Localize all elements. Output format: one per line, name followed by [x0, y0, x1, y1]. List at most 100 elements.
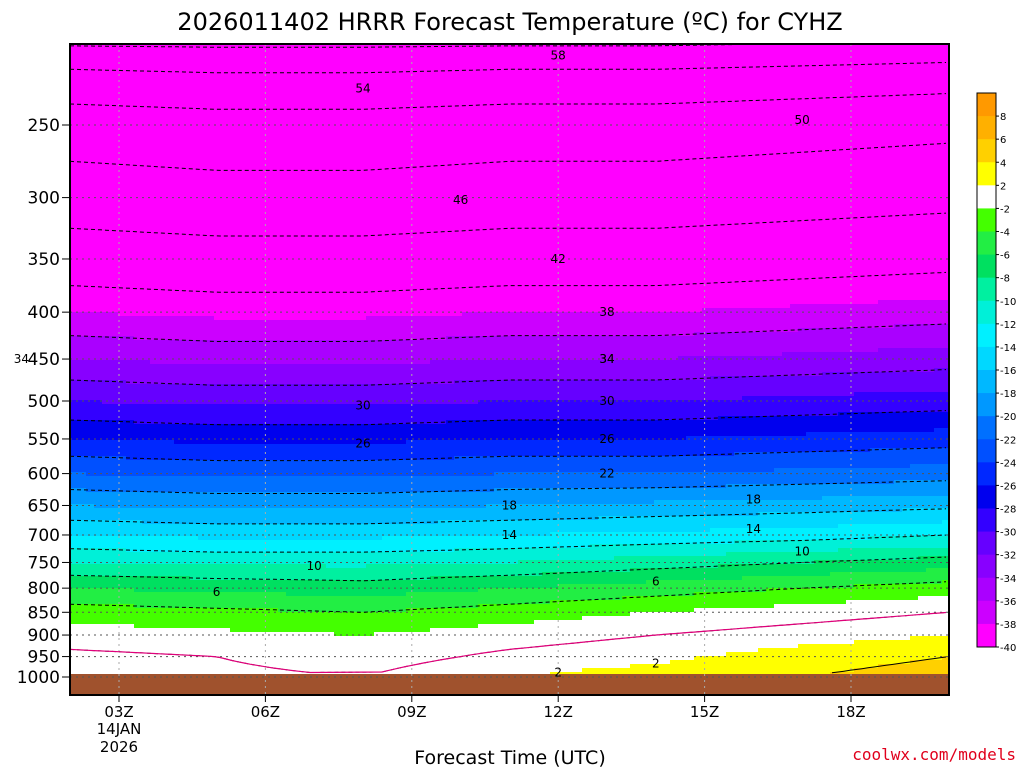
- temperature-cell: [78, 524, 87, 529]
- temperature-cell: [102, 280, 111, 285]
- temperature-cell: [294, 56, 303, 61]
- temperature-cell: [254, 228, 263, 233]
- temperature-cell: [134, 64, 143, 69]
- temperature-cell: [214, 456, 223, 461]
- temperature-cell: [78, 552, 87, 557]
- temperature-cell: [246, 104, 255, 109]
- temperature-cell: [166, 96, 175, 101]
- temperature-cell: [206, 224, 215, 229]
- temperature-cell: [142, 280, 151, 285]
- temperature-cell: [94, 372, 103, 377]
- temperature-cell: [134, 588, 143, 593]
- temperature-cell: [262, 544, 271, 549]
- temperature-cell: [238, 400, 247, 405]
- temperature-cell: [94, 356, 103, 361]
- temperature-cell: [206, 152, 215, 157]
- temperature-cell: [198, 364, 207, 369]
- temperature-cell: [238, 212, 247, 217]
- temperature-cell: [230, 480, 239, 485]
- temperature-cell: [198, 156, 207, 161]
- temperature-cell: [238, 304, 247, 309]
- temperature-cell: [190, 516, 199, 521]
- temperature-cell: [158, 576, 167, 581]
- temperature-cell: [230, 60, 239, 65]
- temperature-cell: [86, 644, 95, 649]
- temperature-cell: [262, 216, 271, 221]
- temperature-cell: [150, 600, 159, 605]
- temperature-cell: [230, 640, 239, 645]
- temperature-cell: [182, 336, 191, 341]
- temperature-cell: [158, 252, 167, 257]
- temperature-cell: [206, 52, 215, 57]
- temperature-cell: [118, 156, 127, 161]
- temperature-cell: [86, 84, 95, 89]
- temperature-cell: [198, 636, 207, 641]
- temperature-cell: [270, 528, 279, 533]
- temperature-cell: [270, 360, 279, 365]
- temperature-cell: [70, 176, 79, 181]
- temperature-cell: [310, 668, 319, 673]
- temperature-cell: [286, 552, 295, 557]
- temperature-cell: [318, 108, 327, 113]
- temperature-cell: [310, 372, 319, 377]
- temperature-cell: [286, 52, 295, 57]
- temperature-cell: [198, 444, 207, 449]
- temperature-cell: [294, 344, 303, 349]
- temperature-cell: [126, 68, 135, 73]
- temperature-cell: [102, 476, 111, 481]
- temperature-cell: [286, 248, 295, 253]
- temperature-cell: [222, 440, 231, 445]
- temperature-cell: [214, 572, 223, 577]
- temperature-cell: [102, 548, 111, 553]
- temperature-cell: [110, 288, 119, 293]
- temperature-cell: [278, 404, 287, 409]
- temperature-cell: [278, 588, 287, 593]
- temperature-cell: [126, 56, 135, 61]
- temperature-cell: [70, 148, 79, 153]
- temperature-cell: [230, 564, 239, 569]
- temperature-cell: [126, 668, 135, 673]
- temperature-cell: [278, 484, 287, 489]
- temperature-cell: [286, 500, 295, 505]
- temperature-cell: [206, 188, 215, 193]
- temperature-cell: [94, 352, 103, 357]
- temperature-cell: [206, 600, 215, 605]
- temperature-cell: [294, 568, 303, 573]
- temperature-cell: [94, 236, 103, 241]
- temperature-cell: [110, 416, 119, 421]
- temperature-cell: [262, 232, 271, 237]
- temperature-cell: [278, 496, 287, 501]
- temperature-cell: [110, 464, 119, 469]
- temperature-cell: [166, 324, 175, 329]
- temperature-cell: [134, 392, 143, 397]
- temperature-cell: [190, 564, 199, 569]
- temperature-cell: [294, 672, 303, 675]
- temperature-cell: [86, 244, 95, 249]
- temperature-cell: [190, 188, 199, 193]
- temperature-cell: [78, 392, 87, 397]
- temperature-cell: [270, 520, 279, 525]
- temperature-cell: [254, 196, 263, 201]
- temperature-cell: [310, 444, 319, 449]
- temperature-cell: [150, 620, 159, 625]
- temperature-cell: [278, 344, 287, 349]
- temperature-cell: [310, 232, 319, 237]
- temperature-cell: [254, 540, 263, 545]
- temperature-cell: [78, 228, 87, 233]
- temperature-cell: [214, 100, 223, 105]
- temperature-cell: [198, 316, 207, 321]
- temperature-cell: [190, 656, 199, 661]
- temperature-cell: [214, 476, 223, 481]
- temperature-cell: [262, 136, 271, 141]
- temperature-cell: [142, 672, 151, 675]
- temperature-cell: [294, 464, 303, 469]
- temperature-cell: [206, 388, 215, 393]
- temperature-cell: [318, 420, 327, 425]
- temperature-cell: [86, 408, 95, 413]
- temperature-cell: [270, 188, 279, 193]
- temperature-cell: [238, 100, 247, 105]
- temperature-cell: [150, 280, 159, 285]
- temperature-cell: [246, 308, 255, 313]
- temperature-cell: [214, 220, 223, 225]
- temperature-cell: [214, 240, 223, 245]
